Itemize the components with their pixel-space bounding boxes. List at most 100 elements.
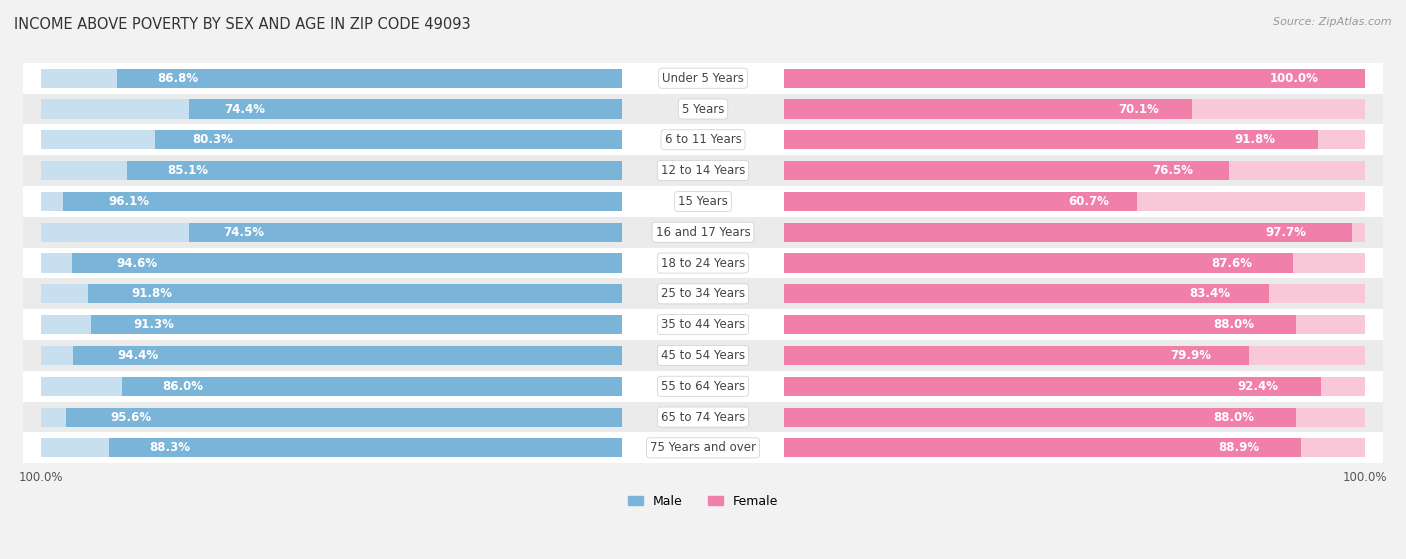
Bar — [11, 155, 1395, 186]
Text: 88.3%: 88.3% — [149, 442, 191, 454]
Bar — [785, 69, 1365, 88]
Bar — [41, 192, 621, 211]
Bar — [11, 340, 1395, 371]
Bar — [785, 130, 1365, 149]
Bar — [785, 408, 1365, 427]
Bar — [785, 69, 1365, 88]
Text: 25 to 34 Years: 25 to 34 Years — [661, 287, 745, 300]
Text: 96.1%: 96.1% — [108, 195, 149, 208]
Bar — [72, 253, 621, 273]
Text: 45 to 54 Years: 45 to 54 Years — [661, 349, 745, 362]
Bar — [117, 69, 621, 88]
Text: 60.7%: 60.7% — [1069, 195, 1109, 208]
Bar — [11, 309, 1395, 340]
Bar — [41, 346, 621, 365]
Bar — [785, 161, 1365, 180]
Bar — [785, 285, 1365, 304]
Bar — [41, 69, 621, 88]
Text: 100.0%: 100.0% — [1270, 72, 1319, 85]
Bar — [785, 377, 1322, 396]
Bar — [11, 63, 1395, 93]
Bar — [41, 161, 621, 180]
Bar — [41, 285, 621, 304]
Bar — [108, 438, 621, 457]
Bar — [785, 130, 1317, 149]
Text: 91.8%: 91.8% — [1234, 133, 1275, 146]
Text: 88.0%: 88.0% — [1213, 318, 1254, 331]
Bar — [785, 346, 1365, 365]
Bar — [41, 438, 621, 457]
Bar — [785, 100, 1365, 119]
Text: 97.7%: 97.7% — [1265, 226, 1306, 239]
Bar — [66, 408, 621, 427]
Text: 88.0%: 88.0% — [1213, 410, 1254, 424]
Bar — [785, 253, 1365, 273]
Text: 91.3%: 91.3% — [134, 318, 174, 331]
Bar — [785, 346, 1249, 365]
Bar — [11, 402, 1395, 433]
Text: 85.1%: 85.1% — [167, 164, 208, 177]
Bar — [11, 371, 1395, 402]
Text: 86.8%: 86.8% — [157, 72, 198, 85]
Bar — [188, 222, 621, 242]
Bar — [91, 315, 621, 334]
Bar — [785, 438, 1301, 457]
Bar — [11, 278, 1395, 309]
Text: 35 to 44 Years: 35 to 44 Years — [661, 318, 745, 331]
Text: 80.3%: 80.3% — [193, 133, 233, 146]
Bar — [63, 192, 621, 211]
Text: Source: ZipAtlas.com: Source: ZipAtlas.com — [1274, 17, 1392, 27]
Text: 6 to 11 Years: 6 to 11 Years — [665, 133, 741, 146]
Bar — [785, 408, 1295, 427]
Bar — [41, 315, 621, 334]
Bar — [785, 315, 1365, 334]
Text: 16 and 17 Years: 16 and 17 Years — [655, 226, 751, 239]
Text: 91.8%: 91.8% — [131, 287, 172, 300]
Bar — [11, 93, 1395, 125]
Text: 94.4%: 94.4% — [117, 349, 159, 362]
Bar — [785, 438, 1365, 457]
Bar — [785, 253, 1294, 273]
Bar — [73, 346, 621, 365]
Text: 15 Years: 15 Years — [678, 195, 728, 208]
Bar — [11, 217, 1395, 248]
Text: 74.4%: 74.4% — [224, 102, 264, 116]
Bar — [785, 285, 1268, 304]
Text: 95.6%: 95.6% — [111, 410, 152, 424]
Legend: Male, Female: Male, Female — [623, 490, 783, 513]
Bar — [11, 186, 1395, 217]
Bar — [11, 125, 1395, 155]
Text: 92.4%: 92.4% — [1237, 380, 1278, 393]
Text: 76.5%: 76.5% — [1152, 164, 1194, 177]
Text: 12 to 14 Years: 12 to 14 Years — [661, 164, 745, 177]
Text: INCOME ABOVE POVERTY BY SEX AND AGE IN ZIP CODE 49093: INCOME ABOVE POVERTY BY SEX AND AGE IN Z… — [14, 17, 471, 32]
Bar — [785, 222, 1365, 242]
Bar — [785, 315, 1295, 334]
Bar — [155, 130, 621, 149]
Bar — [785, 100, 1191, 119]
Bar — [190, 100, 621, 119]
Bar — [41, 222, 621, 242]
Text: 65 to 74 Years: 65 to 74 Years — [661, 410, 745, 424]
Text: 70.1%: 70.1% — [1118, 102, 1159, 116]
Bar — [11, 433, 1395, 463]
Bar — [11, 248, 1395, 278]
Bar — [122, 377, 621, 396]
Text: 86.0%: 86.0% — [162, 380, 202, 393]
Text: 87.6%: 87.6% — [1212, 257, 1253, 269]
Bar — [785, 192, 1137, 211]
Text: 5 Years: 5 Years — [682, 102, 724, 116]
Bar — [41, 377, 621, 396]
Text: 55 to 64 Years: 55 to 64 Years — [661, 380, 745, 393]
Text: 18 to 24 Years: 18 to 24 Years — [661, 257, 745, 269]
Bar — [41, 100, 621, 119]
Text: 79.9%: 79.9% — [1170, 349, 1212, 362]
Text: 83.4%: 83.4% — [1189, 287, 1230, 300]
Bar — [785, 222, 1353, 242]
Bar — [41, 130, 621, 149]
Text: 94.6%: 94.6% — [117, 257, 157, 269]
Text: 75 Years and over: 75 Years and over — [650, 442, 756, 454]
Bar — [785, 192, 1365, 211]
Bar — [89, 285, 621, 304]
Text: 88.9%: 88.9% — [1219, 442, 1260, 454]
